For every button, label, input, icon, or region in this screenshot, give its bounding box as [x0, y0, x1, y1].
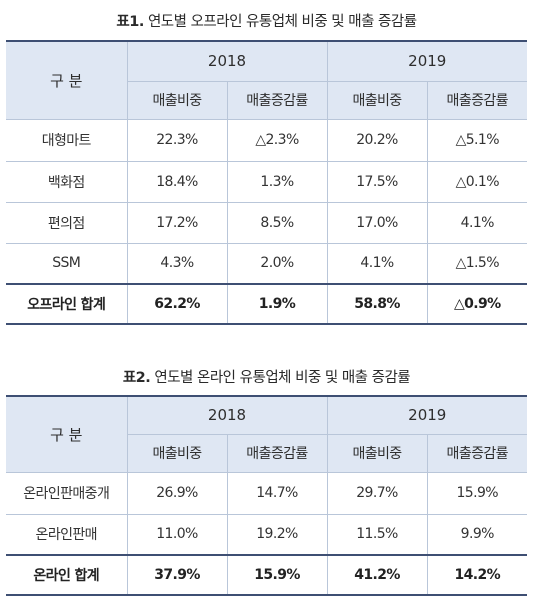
table-cell: 1.3% [226, 161, 328, 203]
table-cell: △0.1% [426, 161, 527, 203]
table-row: SSM 4.3% 2.0% 4.1% △1.5% [6, 243, 527, 285]
table-cell: 41.2% [326, 554, 428, 596]
table-cell: 4.1% [326, 243, 428, 285]
total-row: 온라인 합계 37.9% 15.9% 41.2% 14.2% [6, 554, 527, 596]
total-label: 오프라인 합계 [6, 283, 128, 325]
table-cell: 58.8% [326, 283, 428, 325]
offline-retail-table: 구 분 2018 2019 매출비중 매출증감률 매출비중 매출증감률 대형마트… [6, 40, 527, 325]
growth-header: 매출증감률 [226, 434, 328, 473]
table-cell: 22.3% [126, 119, 228, 162]
table-cell: 37.9% [126, 554, 228, 596]
table-cell: 14.2% [426, 554, 527, 596]
table-cell: 62.2% [126, 283, 228, 325]
table-cell: 1.9% [226, 283, 328, 325]
table-row: 온라인판매 11.0% 19.2% 11.5% 9.9% [6, 514, 527, 556]
table-cell: 18.4% [126, 161, 228, 203]
table-cell: 19.2% [226, 514, 328, 556]
year-header-2018: 2018 [126, 395, 328, 435]
table-cell: 11.5% [326, 514, 428, 556]
table-cell: 17.0% [326, 202, 428, 244]
year-header-2019: 2019 [326, 395, 527, 435]
table-cell: 26.9% [126, 472, 228, 515]
growth-header: 매출증감률 [426, 81, 527, 120]
row-label: 온라인판매중개 [6, 472, 128, 515]
table-cell: 17.5% [326, 161, 428, 203]
share-header: 매출비중 [127, 81, 228, 120]
category-header: 구 분 [6, 395, 128, 473]
table-row: 편의점 17.2% 8.5% 17.0% 4.1% [6, 202, 527, 244]
table2-caption-text: 연도별 온라인 유통업체 비중 및 매출 증감률 [154, 370, 411, 386]
table-cell: △2.3% [226, 119, 328, 162]
table-header-row: 구 분 2018 2019 [6, 395, 527, 473]
table-subheader-row: 매출비중 매출증감률 매출비중 매출증감률 [6, 81, 527, 120]
table-cell: 2.0% [226, 243, 328, 285]
table-row: 백화점 18.4% 1.3% 17.5% △0.1% [6, 161, 527, 203]
table1-caption: 표1. 연도별 오프라인 유통업체 비중 및 매출 증감률 [0, 10, 533, 31]
row-label: SSM [6, 243, 128, 285]
table1-caption-text: 연도별 오프라인 유통업체 비중 및 매출 증감률 [147, 14, 417, 30]
year-header-2018: 2018 [126, 40, 328, 82]
table-cell: 15.9% [226, 554, 328, 596]
total-row: 오프라인 합계 62.2% 1.9% 58.8% △0.9% [6, 283, 527, 325]
table1-caption-prefix: 표1. [116, 14, 144, 30]
table-cell: 4.1% [426, 202, 527, 244]
table2-caption-prefix: 표2. [122, 370, 151, 386]
row-label: 편의점 [6, 202, 128, 244]
share-header: 매출비중 [326, 434, 428, 473]
table2-caption: 표2. 연도별 온라인 유통업체 비중 및 매출 증감률 [0, 366, 533, 387]
total-label: 온라인 합계 [6, 554, 128, 596]
category-header: 구 분 [6, 40, 128, 120]
table-cell: 11.0% [126, 514, 228, 556]
year-header-2019: 2019 [326, 40, 527, 82]
table-cell: 29.7% [326, 472, 428, 515]
table-cell: 9.9% [426, 514, 527, 556]
table-header-row: 구 분 2018 2019 [6, 40, 527, 120]
table-row: 온라인판매중개 26.9% 14.7% 29.7% 15.9% [6, 472, 527, 515]
share-header: 매출비중 [326, 81, 428, 120]
table-cell: △1.5% [426, 243, 527, 285]
online-retail-table: 구 분 2018 2019 매출비중 매출증감률 매출비중 매출증감률 온라인판… [6, 395, 527, 596]
table-cell: △0.9% [426, 283, 527, 325]
table-row: 대형마트 22.3% △2.3% 20.2% △5.1% [6, 119, 527, 162]
table-cell: 14.7% [226, 472, 328, 515]
table-subheader-row: 매출비중 매출증감률 매출비중 매출증감률 [6, 434, 527, 473]
table-cell: 15.9% [426, 472, 527, 515]
table-cell: 17.2% [126, 202, 228, 244]
table-cell: △5.1% [426, 119, 527, 162]
row-label: 온라인판매 [6, 514, 128, 556]
share-header: 매출비중 [127, 434, 228, 473]
growth-header: 매출증감률 [226, 81, 328, 120]
table-cell: 4.3% [126, 243, 228, 285]
table-cell: 20.2% [326, 119, 428, 162]
growth-header: 매출증감률 [426, 434, 527, 473]
row-label: 백화점 [6, 161, 128, 203]
row-label: 대형마트 [6, 119, 128, 162]
table-cell: 8.5% [226, 202, 328, 244]
